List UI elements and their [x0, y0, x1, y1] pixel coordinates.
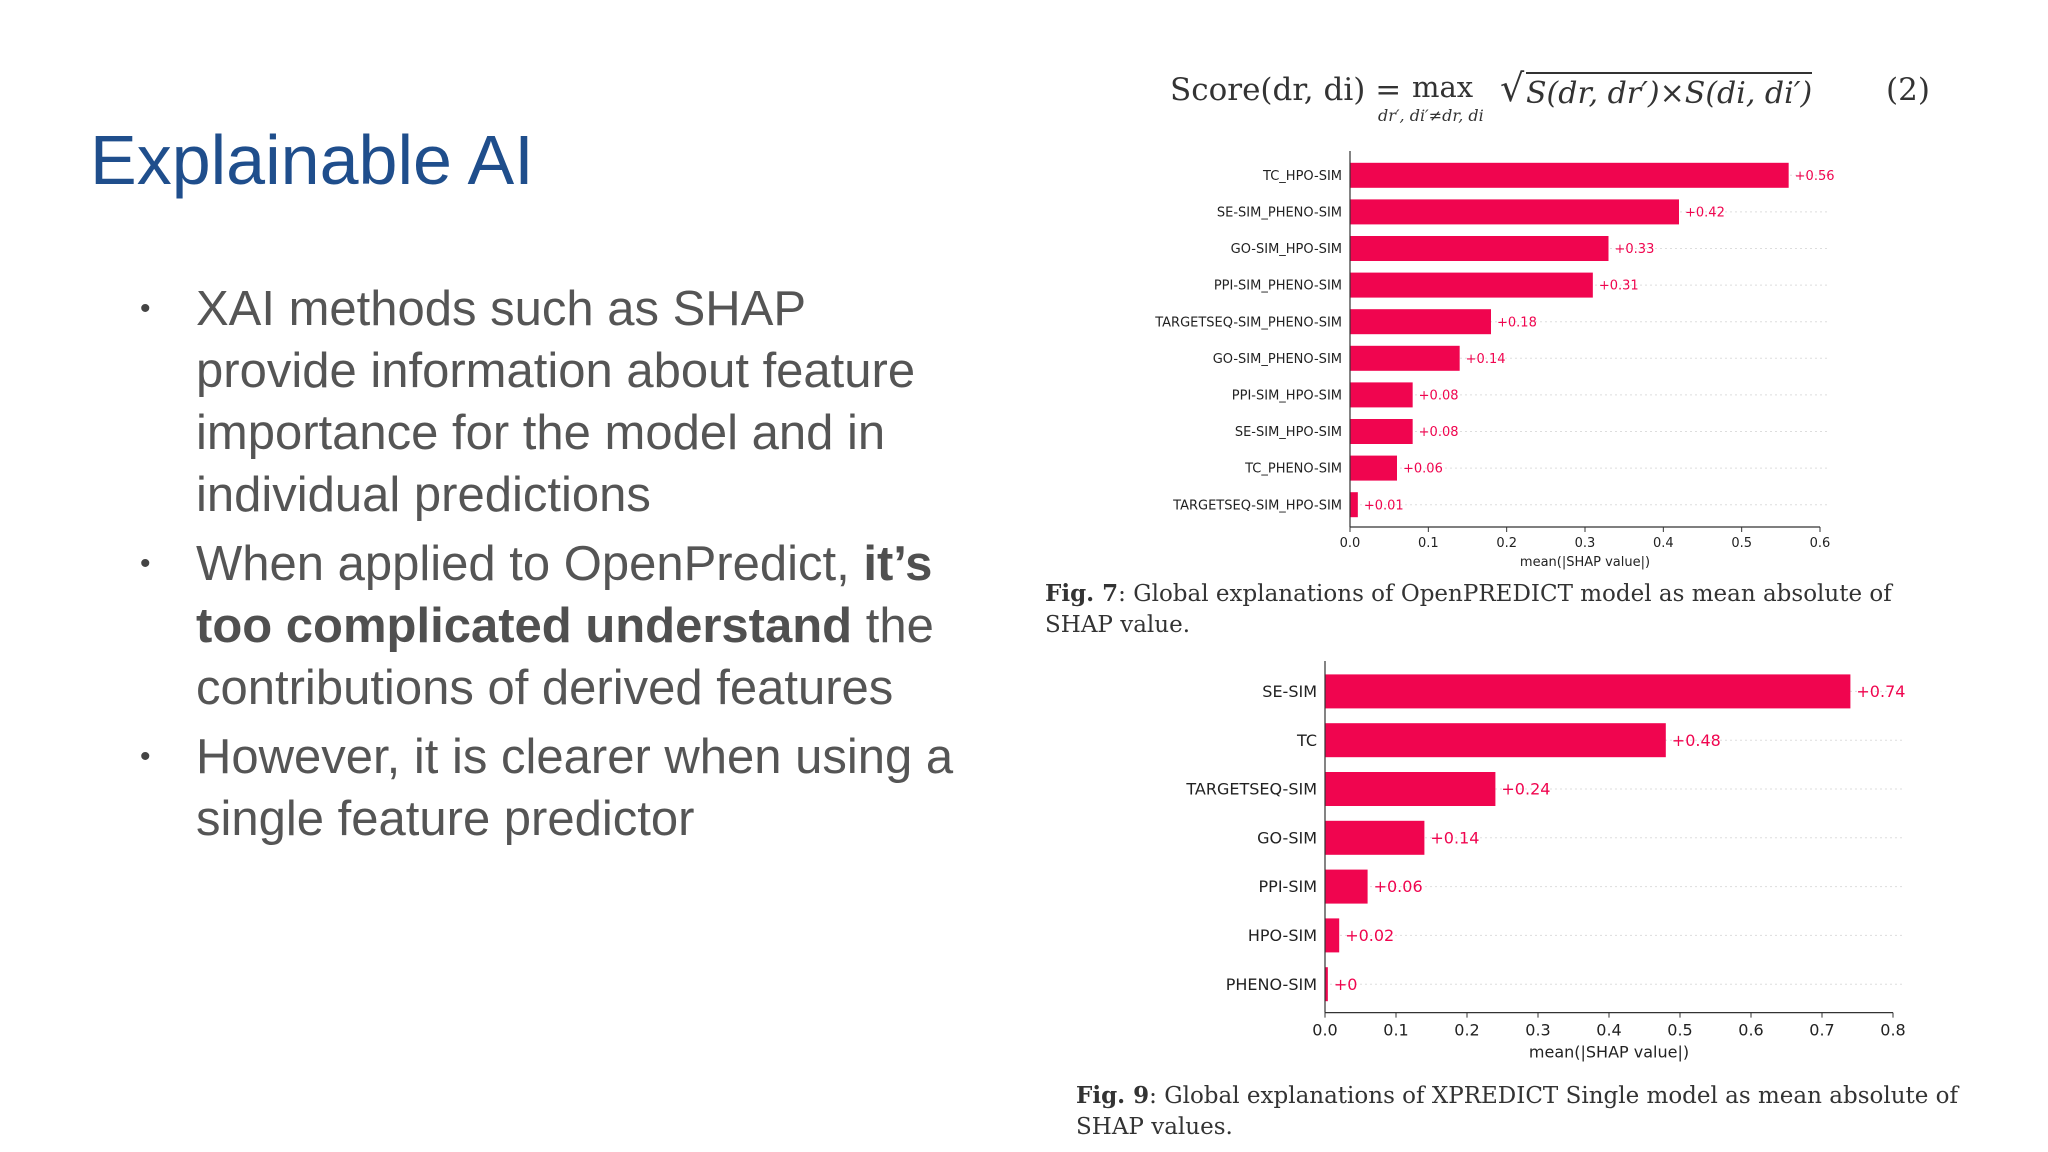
x-tick-label: 0.3	[1525, 1021, 1550, 1040]
category-label: TARGETSEQ-SIM	[1185, 780, 1317, 799]
caption-label: Fig. 7	[1045, 580, 1119, 607]
formula-equation-number: (2)	[1886, 72, 1930, 108]
bullet-item: • However, it is clearer when using a si…	[140, 726, 970, 850]
bar	[1350, 236, 1609, 261]
bullet-text-pre: When applied to OpenPredict,	[196, 537, 864, 591]
bullet-item: • When applied to OpenPredict, it’s too …	[140, 533, 970, 719]
category-label: PPI-SIM_HPO-SIM	[1232, 388, 1342, 403]
value-label: +0.06	[1403, 462, 1443, 477]
x-tick-label: 0.7	[1809, 1021, 1834, 1040]
x-tick-label: 0.2	[1496, 536, 1517, 551]
value-label: +0.14	[1466, 352, 1506, 367]
x-tick-label: 0.0	[1312, 1021, 1337, 1040]
category-label: TARGETSEQ-SIM_HPO-SIM	[1172, 498, 1342, 513]
value-label: +0.48	[1672, 731, 1721, 750]
bullet-item: • XAI methods such as SHAP provide infor…	[140, 278, 970, 526]
formula-max: max	[1412, 70, 1474, 104]
bar	[1325, 869, 1368, 904]
bar	[1325, 674, 1851, 709]
bullet-text-bold: it’s too complicated understand	[196, 537, 933, 653]
bar	[1325, 723, 1666, 758]
formula-sqrt-argument: S(dr, dr′)×S(di, di′)	[1526, 72, 1813, 111]
formula-lhs: Score(dr, di) =	[1170, 72, 1402, 108]
slide-title: Explainable AI	[90, 121, 534, 199]
bar	[1350, 492, 1358, 518]
figure-caption-7: Fig. 7: Global explanations of OpenPREDI…	[1045, 578, 1945, 641]
bullet-text: However, it is clearer when using a sing…	[196, 730, 954, 846]
bullet-dot-icon: •	[140, 292, 151, 325]
figure-caption-9: Fig. 9: Global explanations of XPREDICT …	[1076, 1080, 2026, 1143]
caption-text: : Global explanations of OpenPREDICT mod…	[1045, 581, 1892, 638]
bar	[1350, 345, 1460, 371]
value-label: +0.18	[1497, 315, 1537, 330]
bullet-dot-icon: •	[140, 740, 151, 773]
x-axis-label: mean(|SHAP value|)	[1520, 555, 1650, 570]
shap-chart-xpredict-single: SE-SIM +0.74 TC +0.48 TARGETSEQ-SIM +0.24 GO-S…	[1185, 661, 1906, 1062]
x-tick-label: 0.5	[1731, 536, 1752, 551]
x-tick-label: 0.6	[1738, 1021, 1763, 1040]
bar	[1325, 967, 1328, 1002]
value-label: +0.42	[1685, 205, 1725, 220]
bullet-text: XAI methods such as SHAP provide informa…	[196, 282, 916, 522]
bar	[1350, 382, 1413, 408]
value-label: +0.74	[1856, 682, 1905, 701]
bar	[1350, 162, 1789, 188]
category-label: HPO-SIM	[1248, 926, 1317, 945]
caption-label: Fig. 9	[1076, 1082, 1150, 1109]
bar	[1350, 199, 1679, 225]
category-label: SE-SIM	[1262, 682, 1317, 701]
sqrt-icon: √	[1500, 66, 1525, 110]
category-label: PHENO-SIM	[1226, 975, 1317, 994]
value-label: +0.08	[1419, 388, 1459, 403]
bar	[1350, 309, 1491, 335]
category-label: TARGETSEQ-SIM_PHENO-SIM	[1154, 315, 1342, 330]
bar	[1350, 419, 1413, 444]
x-tick-label: 0.3	[1575, 536, 1596, 551]
x-axis-label: mean(|SHAP value|)	[1529, 1043, 1689, 1062]
value-label: +0.33	[1615, 242, 1655, 257]
x-tick-label: 0.8	[1880, 1021, 1905, 1040]
value-label: +0.08	[1419, 425, 1459, 440]
bullet-dot-icon: •	[140, 547, 151, 580]
bullet-text-post: the contributions of derived features	[196, 599, 934, 715]
value-label: +0.14	[1430, 828, 1479, 847]
x-tick-label: 0.4	[1653, 536, 1674, 551]
category-label: TC_PHENO-SIM	[1244, 462, 1342, 477]
x-tick-label: 0.2	[1454, 1021, 1479, 1040]
category-label: TC_HPO-SIM	[1262, 169, 1342, 184]
x-tick-label: 0.1	[1383, 1021, 1408, 1040]
bar	[1325, 820, 1425, 855]
x-tick-label: 0.0	[1340, 536, 1361, 551]
value-label: +0.01	[1364, 498, 1404, 513]
caption-text: : Global explanations of XPREDICT Single…	[1076, 1083, 1959, 1140]
category-label: TC	[1296, 731, 1317, 750]
formula-max-subscript: dr′, di′≠dr, di	[1378, 106, 1484, 125]
x-tick-label: 0.5	[1667, 1021, 1692, 1040]
value-label: +0.31	[1599, 279, 1639, 294]
category-label: GO-SIM_PHENO-SIM	[1213, 352, 1342, 367]
shap-chart-openpredict: TC_HPO-SIM +0.56 SE-SIM_PHENO-SIM +0.42 GO-S…	[1154, 151, 1835, 570]
category-label: SE-SIM_HPO-SIM	[1235, 425, 1342, 440]
category-label: SE-SIM_PHENO-SIM	[1217, 205, 1342, 220]
x-tick-label: 0.6	[1810, 536, 1831, 551]
bar	[1325, 918, 1340, 953]
bar	[1325, 772, 1496, 806]
bar	[1350, 455, 1397, 481]
bar	[1350, 272, 1593, 298]
value-label: +0.02	[1345, 926, 1394, 945]
bullet-list: • XAI methods such as SHAP provide infor…	[140, 278, 970, 857]
value-label: +0.06	[1374, 877, 1423, 896]
x-tick-label: 0.4	[1596, 1021, 1621, 1040]
category-label: GO-SIM	[1257, 828, 1317, 847]
value-label: +0.24	[1501, 780, 1550, 799]
x-tick-label: 0.1	[1418, 536, 1439, 551]
category-label: GO-SIM_HPO-SIM	[1231, 242, 1342, 257]
category-label: PPI-SIM_PHENO-SIM	[1214, 279, 1342, 294]
value-label: +0.56	[1795, 169, 1835, 184]
category-label: PPI-SIM	[1259, 877, 1317, 896]
value-label: +0	[1334, 975, 1358, 994]
score-formula: Score(dr, di) = max dr′, di′≠dr, di √ S(…	[1170, 62, 1930, 132]
